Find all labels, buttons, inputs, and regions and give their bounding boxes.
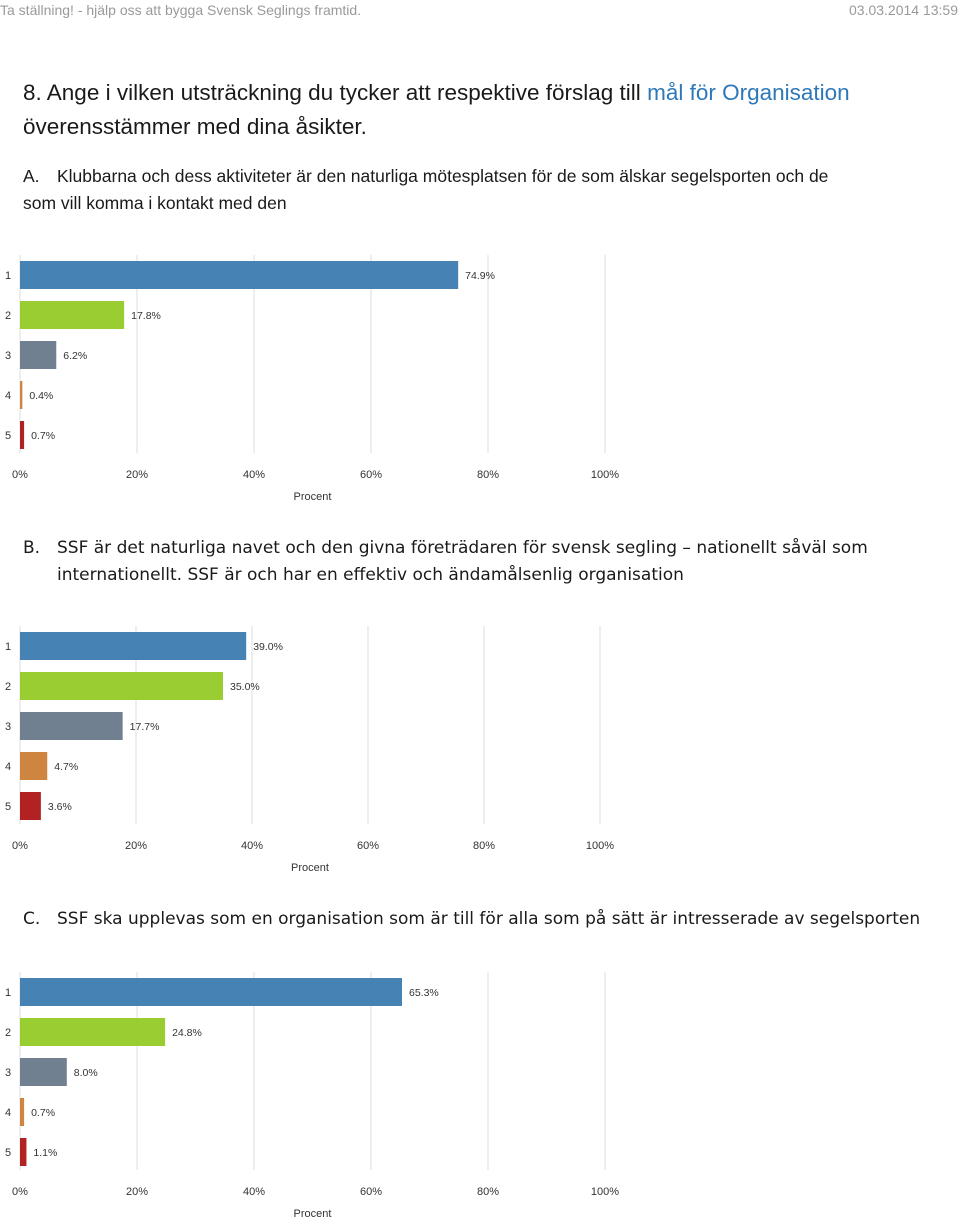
tick-label: 80% bbox=[477, 1186, 499, 1198]
data-label: 17.8% bbox=[131, 310, 161, 322]
category-label: 4 bbox=[5, 761, 11, 773]
category-label: 2 bbox=[5, 681, 11, 693]
data-label: 0.7% bbox=[31, 1107, 55, 1119]
data-label: 8.0% bbox=[74, 1067, 98, 1079]
page-header: Ta ställning! - hjälp oss att bygga Sven… bbox=[0, 0, 960, 20]
bar bbox=[20, 261, 459, 289]
category-label: 2 bbox=[5, 310, 11, 322]
tick-label: 0% bbox=[12, 1186, 28, 1198]
data-label: 74.9% bbox=[465, 270, 495, 282]
question-text-end: överensstämmer med dina åsikter. bbox=[23, 114, 367, 139]
data-label: 35.0% bbox=[230, 681, 260, 693]
tick-label: 100% bbox=[591, 469, 619, 481]
section-letter: A. bbox=[23, 166, 40, 186]
category-label: 5 bbox=[5, 1147, 11, 1159]
question-text: Ange i vilken utsträckning du tycker att… bbox=[46, 80, 641, 105]
category-label: 5 bbox=[5, 430, 11, 442]
tick-label: 0% bbox=[12, 840, 28, 852]
data-label: 0.7% bbox=[31, 430, 55, 442]
bar bbox=[20, 301, 125, 329]
category-label: 1 bbox=[5, 641, 11, 653]
bar bbox=[20, 381, 23, 409]
tick-label: 60% bbox=[360, 469, 382, 481]
section-text: Klubbarna och dess aktiviteter är den na… bbox=[57, 166, 829, 186]
category-label: 4 bbox=[5, 1107, 11, 1119]
tick-label: 20% bbox=[126, 1186, 148, 1198]
x-axis-label: Procent bbox=[294, 1208, 332, 1220]
tick-label: 80% bbox=[473, 840, 495, 852]
bar bbox=[20, 632, 247, 660]
tick-label: 80% bbox=[477, 469, 499, 481]
header-timestamp: 03.03.2014 13:59 bbox=[849, 2, 958, 18]
section-a-heading: A. Klubbarna och dess aktiviteter är den … bbox=[23, 163, 958, 217]
section-letter: B. bbox=[23, 538, 41, 558]
tick-label: 40% bbox=[241, 840, 263, 852]
section-text: SSF ska upplevas som en organisation som… bbox=[57, 909, 921, 929]
category-label: 4 bbox=[5, 390, 11, 402]
category-label: 5 bbox=[5, 801, 11, 813]
tick-label: 60% bbox=[360, 1186, 382, 1198]
bar bbox=[20, 1098, 25, 1126]
header-title: Ta ställning! - hjälp oss att bygga Sven… bbox=[0, 2, 362, 18]
chart-a: 1 74.9% 2 17.8% 3 6.2% 4 0.4% 5 0.7% 0% 20% 40% 60% 80… bbox=[5, 255, 619, 503]
x-axis-label: Procent bbox=[291, 862, 329, 874]
data-label: 65.3% bbox=[409, 987, 439, 999]
section-text: SSF är det naturliga navet och den givna… bbox=[57, 538, 868, 558]
section-c-heading: C. SSF ska upplevas som en organisation s… bbox=[23, 906, 960, 933]
data-label: 17.7% bbox=[130, 721, 160, 733]
tick-label: 20% bbox=[125, 840, 147, 852]
section-letter: C. bbox=[23, 909, 41, 929]
bar bbox=[20, 752, 48, 780]
bar bbox=[20, 1138, 27, 1166]
data-label: 39.0% bbox=[253, 641, 283, 653]
tick-label: 40% bbox=[243, 469, 265, 481]
data-label: 24.8% bbox=[172, 1027, 202, 1039]
bar bbox=[20, 712, 123, 740]
bar bbox=[20, 1018, 166, 1046]
x-axis-label: Procent bbox=[294, 491, 332, 503]
bar bbox=[20, 421, 25, 449]
bar bbox=[20, 672, 223, 700]
section-text-cont: internationellt. SSF är och har en effek… bbox=[57, 565, 684, 585]
question-number: 8. bbox=[23, 80, 42, 105]
category-label: 3 bbox=[5, 721, 11, 733]
tick-label: 60% bbox=[357, 840, 379, 852]
data-label: 3.6% bbox=[48, 801, 72, 813]
tick-label: 0% bbox=[12, 469, 28, 481]
bar bbox=[20, 978, 403, 1006]
tick-label: 100% bbox=[586, 840, 614, 852]
section-text-cont: som vill komma i kontakt med den bbox=[23, 193, 287, 213]
category-label: 3 bbox=[5, 350, 11, 362]
chart-c: 1 65.3% 2 24.8% 3 8.0% 4 0.7% 5 1.1% 0% 20% 40% 60% 80… bbox=[5, 972, 619, 1220]
section-b-heading: B. SSF är det naturliga navet och den giv… bbox=[23, 535, 933, 589]
data-label: 6.2% bbox=[63, 350, 87, 362]
question-title: 8. Ange i vilken utsträckning du tycker … bbox=[23, 76, 948, 144]
chart-b: 1 39.0% 2 35.0% 3 17.7% 4 4.7% 5 3.6% 0% 20% 40% 60% 8… bbox=[5, 626, 614, 874]
question-highlight: mål för Organisation bbox=[647, 80, 850, 105]
bar bbox=[20, 1058, 67, 1086]
category-label: 1 bbox=[5, 270, 11, 282]
bar bbox=[20, 792, 41, 820]
category-label: 2 bbox=[5, 1027, 11, 1039]
data-label: 1.1% bbox=[33, 1147, 57, 1159]
tick-label: 40% bbox=[243, 1186, 265, 1198]
category-label: 1 bbox=[5, 987, 11, 999]
tick-label: 20% bbox=[126, 469, 148, 481]
tick-label: 100% bbox=[591, 1186, 619, 1198]
data-label: 0.4% bbox=[29, 390, 53, 402]
bar bbox=[20, 341, 57, 369]
data-label: 4.7% bbox=[54, 761, 78, 773]
category-label: 3 bbox=[5, 1067, 11, 1079]
